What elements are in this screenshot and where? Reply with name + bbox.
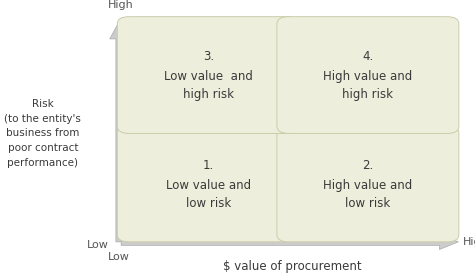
FancyBboxPatch shape: [117, 126, 299, 242]
Text: 3.: 3.: [203, 51, 214, 63]
Text: 4.: 4.: [362, 51, 373, 63]
FancyBboxPatch shape: [117, 17, 299, 133]
Text: Low: Low: [108, 252, 130, 262]
Polygon shape: [110, 18, 133, 242]
Text: High value and: High value and: [323, 70, 412, 83]
Text: $ value of procurement: $ value of procurement: [223, 260, 361, 273]
Text: 1.: 1.: [203, 159, 214, 172]
Text: High: High: [463, 237, 475, 247]
FancyBboxPatch shape: [277, 17, 459, 133]
Text: low risk: low risk: [345, 197, 390, 210]
Polygon shape: [121, 234, 458, 250]
Text: Low value and: Low value and: [166, 179, 251, 192]
Text: high risk: high risk: [183, 88, 234, 101]
Text: low risk: low risk: [186, 197, 231, 210]
FancyBboxPatch shape: [277, 126, 459, 242]
Text: Low value  and: Low value and: [164, 70, 253, 83]
Text: High: High: [108, 0, 134, 10]
Text: Risk
(to the entity's
business from
poor contract
performance): Risk (to the entity's business from poor…: [4, 99, 81, 168]
Text: Low: Low: [87, 240, 109, 250]
Text: High value and: High value and: [323, 179, 412, 192]
Text: high risk: high risk: [342, 88, 393, 101]
Text: 2.: 2.: [362, 159, 373, 172]
